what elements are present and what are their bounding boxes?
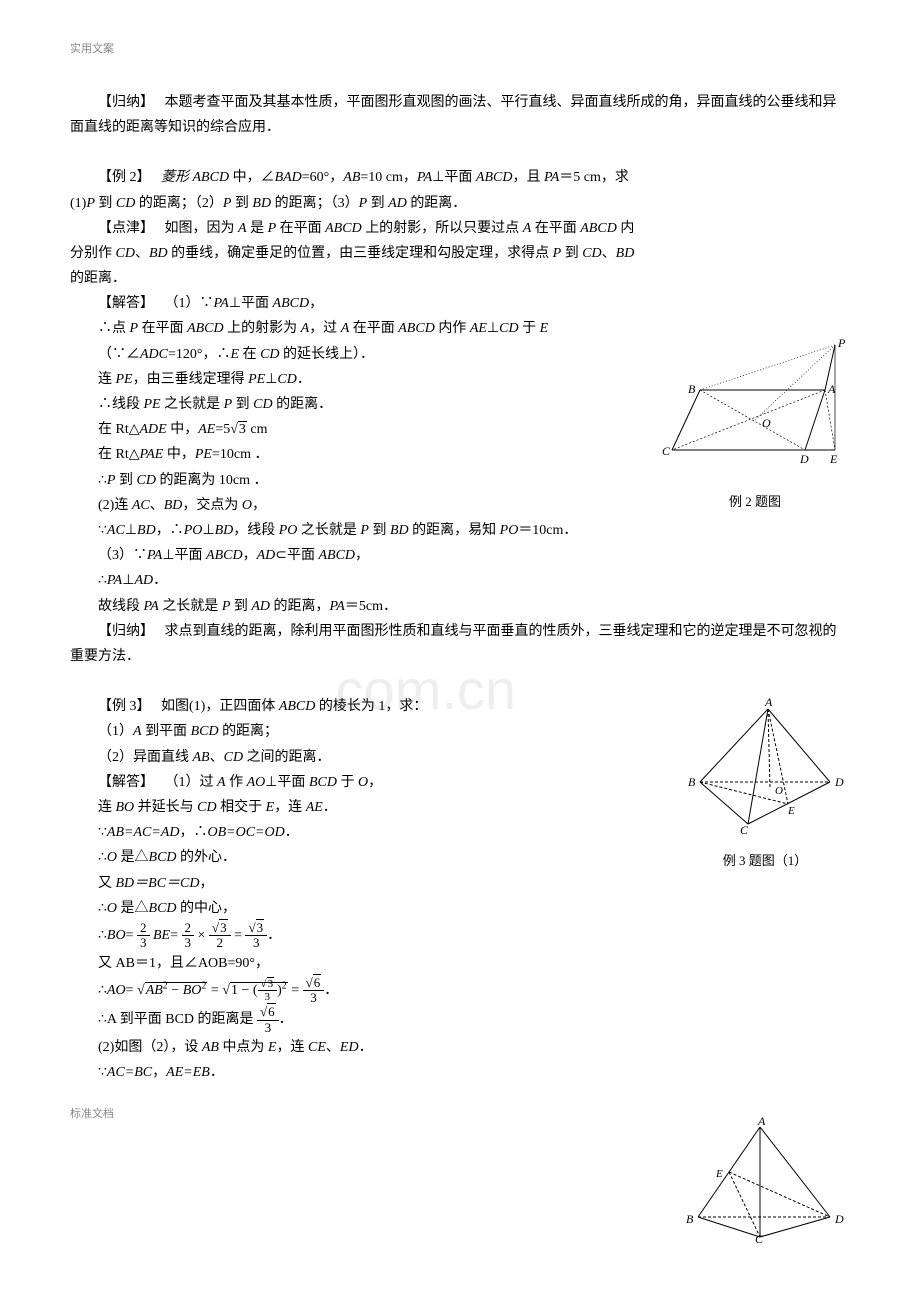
header-text: 实用文案 <box>70 40 850 60</box>
fig3a-O: O <box>775 785 783 797</box>
ex2-guina: 【归纳】 求点到直线的距离，除利用平面图形性质和直线与平面垂直的性质外，三垂线定… <box>70 619 850 669</box>
guina1-para: 【归纳】 本题考查平面及其基本性质，平面图形直观图的画法、平行直线、异面直线所成… <box>70 90 850 140</box>
example2-svg: P B A O C D E <box>660 335 850 485</box>
fig3a-E: E <box>787 805 795 817</box>
ex2-dianjin: 【点津】 如图，因为 A 是 P 在平面 ABCD 上的射影，所以只要过点 A … <box>70 216 850 292</box>
ex3-ao-line: ∴AO= AB2 − BO2 = 1 − (33)2 = 63． <box>70 976 850 1006</box>
ex3-l1: （1）过 A 作 AO⊥平面 BCD 于 O， <box>165 775 383 790</box>
ex3-jieda-label: 【解答】 <box>98 775 154 790</box>
fig2-label-D: D <box>799 452 809 466</box>
ex2-title: 【例 2】 菱形 ABCD 中，∠BAD=60°，AB=10 cm，PA⊥平面 … <box>70 165 850 215</box>
example3-figure1-caption: 例 3 题图（1） <box>723 853 808 868</box>
ex2-dianjin-label: 【点津】 <box>98 221 154 236</box>
ex3-title-label: 【例 3】 <box>98 699 151 714</box>
ex3-part2b: ∵AC=BC，AE=EB． <box>70 1060 850 1085</box>
fig2-label-B: B <box>688 382 696 396</box>
ex3-part2a: (2)如图（2），设 AB 中点为 E，连 CE、ED． <box>70 1035 850 1060</box>
ex2-line12: 故线段 PA 之长就是 P 到 AD 的距离，PA＝5cm． <box>70 594 850 619</box>
fig3a-D: D <box>834 775 844 789</box>
ex3-bo-line: ∴BO= 23 BE= 23 × 32 = 33． <box>70 921 850 951</box>
fig3a-C: C <box>740 823 749 837</box>
guina1-label: 【归纳】 <box>98 95 154 110</box>
ex2-line9: ∵AC⊥BD，∴PO⊥BD，线段 PO 之长就是 P 到 BD 的距离，易知 P… <box>70 518 850 543</box>
fig2-label-P: P <box>837 336 846 350</box>
example3-figure2: A B C D E <box>680 1115 850 1250</box>
example2-figure: P B A O C D E 例 2 题图 <box>660 335 850 513</box>
ex3-dist-line: ∴A 到平面 BCD 的距离是 63． <box>70 1005 850 1035</box>
guina1-text: 本题考查平面及其基本性质，平面图形直观图的画法、平行直线、异面直线所成的角，异面… <box>70 95 837 135</box>
ex2-jieda-start: 【解答】 （1）∵PA⊥平面 ABCD， <box>70 291 850 316</box>
ex3-title-text: 如图(1)，正四面体 ABCD 的棱长为 1，求： <box>161 699 427 714</box>
fig3b-B: B <box>686 1212 694 1226</box>
example2-figure-caption: 例 2 题图 <box>729 494 781 509</box>
ex2-line0: （1）∵PA⊥平面 ABCD， <box>165 296 324 311</box>
fig3b-A: A <box>757 1115 766 1128</box>
ex2-guina-text: 求点到直线的距离，除利用平面图形性质和直线与平面垂直的性质外，三垂线定理和它的逆… <box>70 624 837 664</box>
fig2-label-C: C <box>662 444 671 458</box>
example3-svg2: A B C D E <box>680 1115 850 1245</box>
ex2-line10: （3）∵PA⊥平面 ABCD，AD⊂平面 ABCD， <box>70 543 850 568</box>
ex2-dianjin-text: 如图，因为 A 是 P 在平面 ABCD 上的射影，所以只要过点 A 在平面 A… <box>70 221 634 286</box>
ex2-line11: ∴PA⊥AD． <box>70 568 850 593</box>
ex3-l5: 又 BD＝BC＝CD， <box>70 871 850 896</box>
fig3a-B: B <box>688 775 696 789</box>
ex2-title-label: 【例 2】 <box>98 170 151 185</box>
fig2-label-E: E <box>829 452 838 466</box>
ex3-l6: ∴O 是△BCD 的中心， <box>70 896 850 921</box>
ex2-guina-label: 【归纳】 <box>98 624 154 639</box>
fig3a-A: A <box>764 695 773 709</box>
example3-figure1: A B C D O E 例 3 题图（1） <box>680 694 850 872</box>
fig3b-D: D <box>834 1212 844 1226</box>
example3-svg1: A B C D O E <box>680 694 850 844</box>
fig3b-E: E <box>715 1168 723 1180</box>
ex3-ab-line: 又 AB＝1，且∠AOB=90°， <box>70 951 850 976</box>
ex2-title-text: 菱形 ABCD 中，∠BAD=60°，AB=10 cm，PA⊥平面 ABCD，且… <box>70 170 629 210</box>
ex2-jieda-label: 【解答】 <box>98 296 154 311</box>
